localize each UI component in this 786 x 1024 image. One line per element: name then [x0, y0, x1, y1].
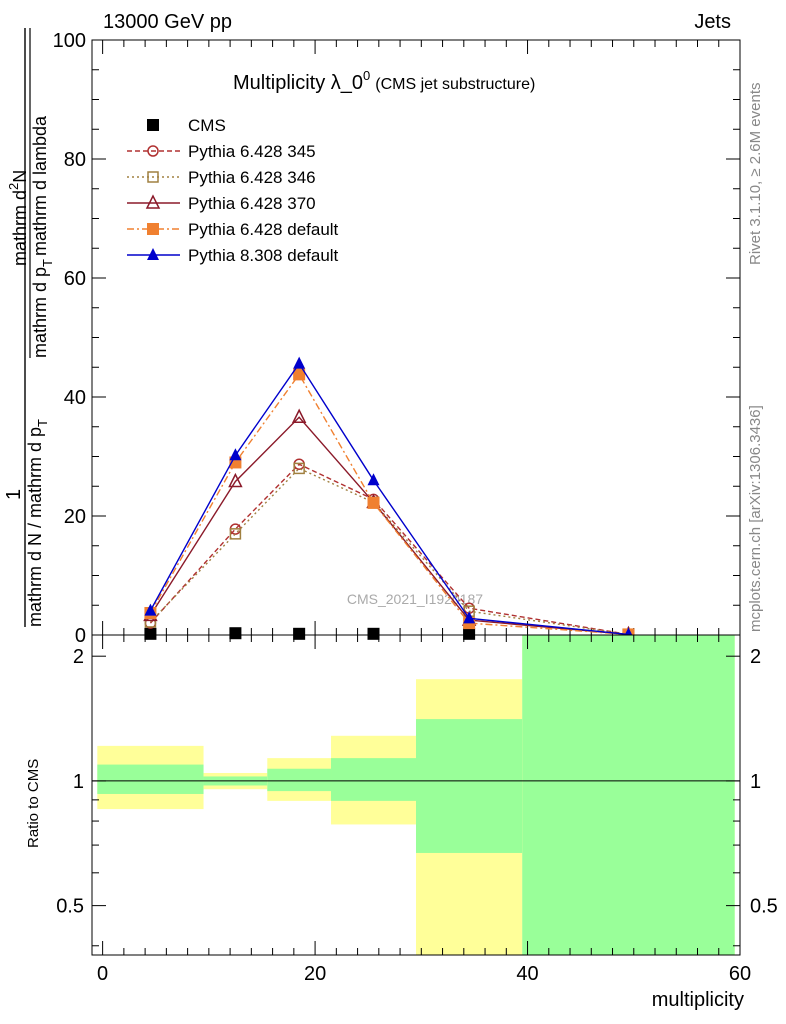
mcplots-reference-text: mcplots.cern.ch [arXiv:1306.3436] [747, 405, 764, 632]
ratio-panel-frame [91, 634, 741, 956]
series-0-point [144, 627, 157, 640]
ratio-bands [97, 635, 735, 955]
x-axis-label: multiplicity [652, 989, 744, 1011]
energy-label: 13000 GeV pp [103, 11, 232, 33]
ratio-x-tick-label: 60 [729, 963, 751, 985]
ratio-y-tick-label-right: 0.5 [750, 896, 778, 918]
legend-label-0: CMS [188, 116, 226, 135]
series-0-point [463, 627, 476, 640]
legend-label-2: Pythia 6.428 346 [188, 168, 316, 187]
legend-marker-1 [147, 145, 159, 157]
series-line-3 [149, 416, 629, 636]
series-4-point [367, 496, 380, 509]
series-5-point [144, 603, 157, 616]
chart-title-sub: (CMS jet substructure) [375, 76, 535, 93]
main-y-tick-label: 60 [64, 268, 86, 290]
legend-entry-3: Pythia 6.428 370 [127, 194, 316, 213]
ratio-x-tick-label: 20 [304, 963, 326, 985]
ratio-y-tick-label-right: 1 [750, 771, 761, 793]
y-label-numerator-sup: 2 [6, 183, 21, 190]
series-2-point [229, 528, 242, 540]
rivet-version-text: Rivet 3.1.10, ≥ 2.6M events [747, 83, 764, 266]
series-4-point [293, 368, 306, 381]
legend-entry-1: Pythia 6.428 345 [127, 142, 316, 161]
y-label-inner-denominator: mathrm d pTmathrm d lambda [30, 115, 55, 358]
ratio-band-green-5 [522, 635, 735, 955]
legend-label-1: Pythia 6.428 345 [188, 142, 316, 161]
ratio-y-tick-label-left: 0.5 [56, 896, 84, 918]
series-line-5 [149, 362, 629, 636]
y-label-numerator: mathrm d2N [6, 170, 30, 266]
main-y-tick-label: 0 [75, 625, 86, 647]
ratio-x-tick-label: 0 [97, 963, 108, 985]
main-series-group [143, 356, 636, 641]
y-label-denominator: mathrm d N / mathrm d pT [25, 419, 50, 627]
y-label-denominator-text: mathrm d N / mathrm d p [25, 427, 45, 627]
ratio-y-tick-label-left: 2 [73, 646, 84, 668]
y-label-denominator-sub: T [35, 419, 50, 427]
ratio-y-tick-labels: 0.5 0.5 1 1 2 2 [56, 646, 778, 917]
series-0-point [293, 627, 306, 640]
series-5-point [463, 611, 476, 624]
main-y-tick-labels: 0 20 40 60 80 100 [53, 30, 86, 647]
legend-entry-5: Pythia 8.308 default [127, 246, 339, 265]
series-5-point [367, 473, 380, 486]
y-label-numerator-text: mathrm d [10, 190, 30, 266]
main-y-tick-label: 80 [64, 149, 86, 171]
series-line-2 [149, 467, 629, 636]
ratio-band-green-0 [97, 764, 204, 794]
y-label-inner-denominator-tail: mathrm d lambda [30, 115, 50, 256]
ratio-band-green-4 [416, 719, 523, 853]
ratio-y-tick-label-right: 2 [750, 646, 761, 668]
legend-label-5: Pythia 8.308 default [188, 246, 339, 265]
ratio-band-green-3 [331, 758, 416, 801]
chart-title-sup: 0 [363, 68, 370, 83]
legend-label-4: Pythia 6.428 default [188, 220, 339, 239]
series-2-point [293, 462, 305, 475]
series-2 [144, 462, 635, 641]
series-0-point [229, 627, 242, 640]
legend-label-3: Pythia 6.428 370 [188, 194, 316, 213]
series-line-4 [149, 373, 629, 636]
series-3-point [228, 472, 243, 488]
legend-marker-5 [147, 248, 159, 260]
main-y-tick-label: 20 [64, 506, 86, 528]
ratio-panel: 0.5 0.5 1 1 2 2 0 20 40 60 Ratio to CMS multipli… [25, 634, 778, 1011]
y-label-numerator-tail: N [10, 170, 30, 183]
ratio-y-tick-label-left: 1 [73, 771, 84, 793]
legend-marker-2 [147, 171, 159, 183]
ratio-axis-ticks [92, 635, 741, 955]
ratio-x-tick-label: 40 [516, 963, 538, 985]
y-label-inner-denominator-sub: T [40, 259, 55, 267]
legend-entry-0: CMS [147, 116, 226, 135]
main-y-axis-label: 1 mathrm d N / mathrm d pT mathrm d2N ma… [3, 28, 55, 627]
main-axis-ticks [92, 39, 741, 636]
ratio-band-green-2 [267, 768, 332, 792]
series-3-point [291, 408, 307, 423]
main-y-tick-label: 100 [53, 30, 86, 52]
legend-marker-4 [147, 223, 159, 235]
legend-entry-2: Pythia 6.428 346 [127, 168, 316, 187]
legend-entry-4: Pythia 6.428 default [127, 220, 339, 239]
main-y-tick-label: 40 [64, 387, 86, 409]
series-line-1 [149, 463, 629, 636]
series-0-point [367, 627, 380, 640]
series-5-point [229, 448, 242, 461]
chart-title-main: Multiplicity λ_0 [233, 72, 363, 94]
series-5-point [293, 356, 306, 369]
y-label-prefix: 1 [3, 489, 25, 500]
process-label: Jets [694, 11, 731, 33]
legend: CMS Pythia 6.428 345 Pythia 6.428 346 Pythi… [127, 116, 339, 265]
legend-marker-0 [147, 119, 159, 131]
ratio-x-tick-labels: 0 20 40 60 [97, 963, 751, 985]
chart-title: Multiplicity λ_00 (CMS jet substructure) [233, 68, 535, 94]
ratio-y-axis-label: Ratio to CMS [25, 759, 42, 848]
legend-marker-3 [145, 194, 161, 209]
y-label-inner-denominator-text: mathrm d p [30, 267, 50, 358]
